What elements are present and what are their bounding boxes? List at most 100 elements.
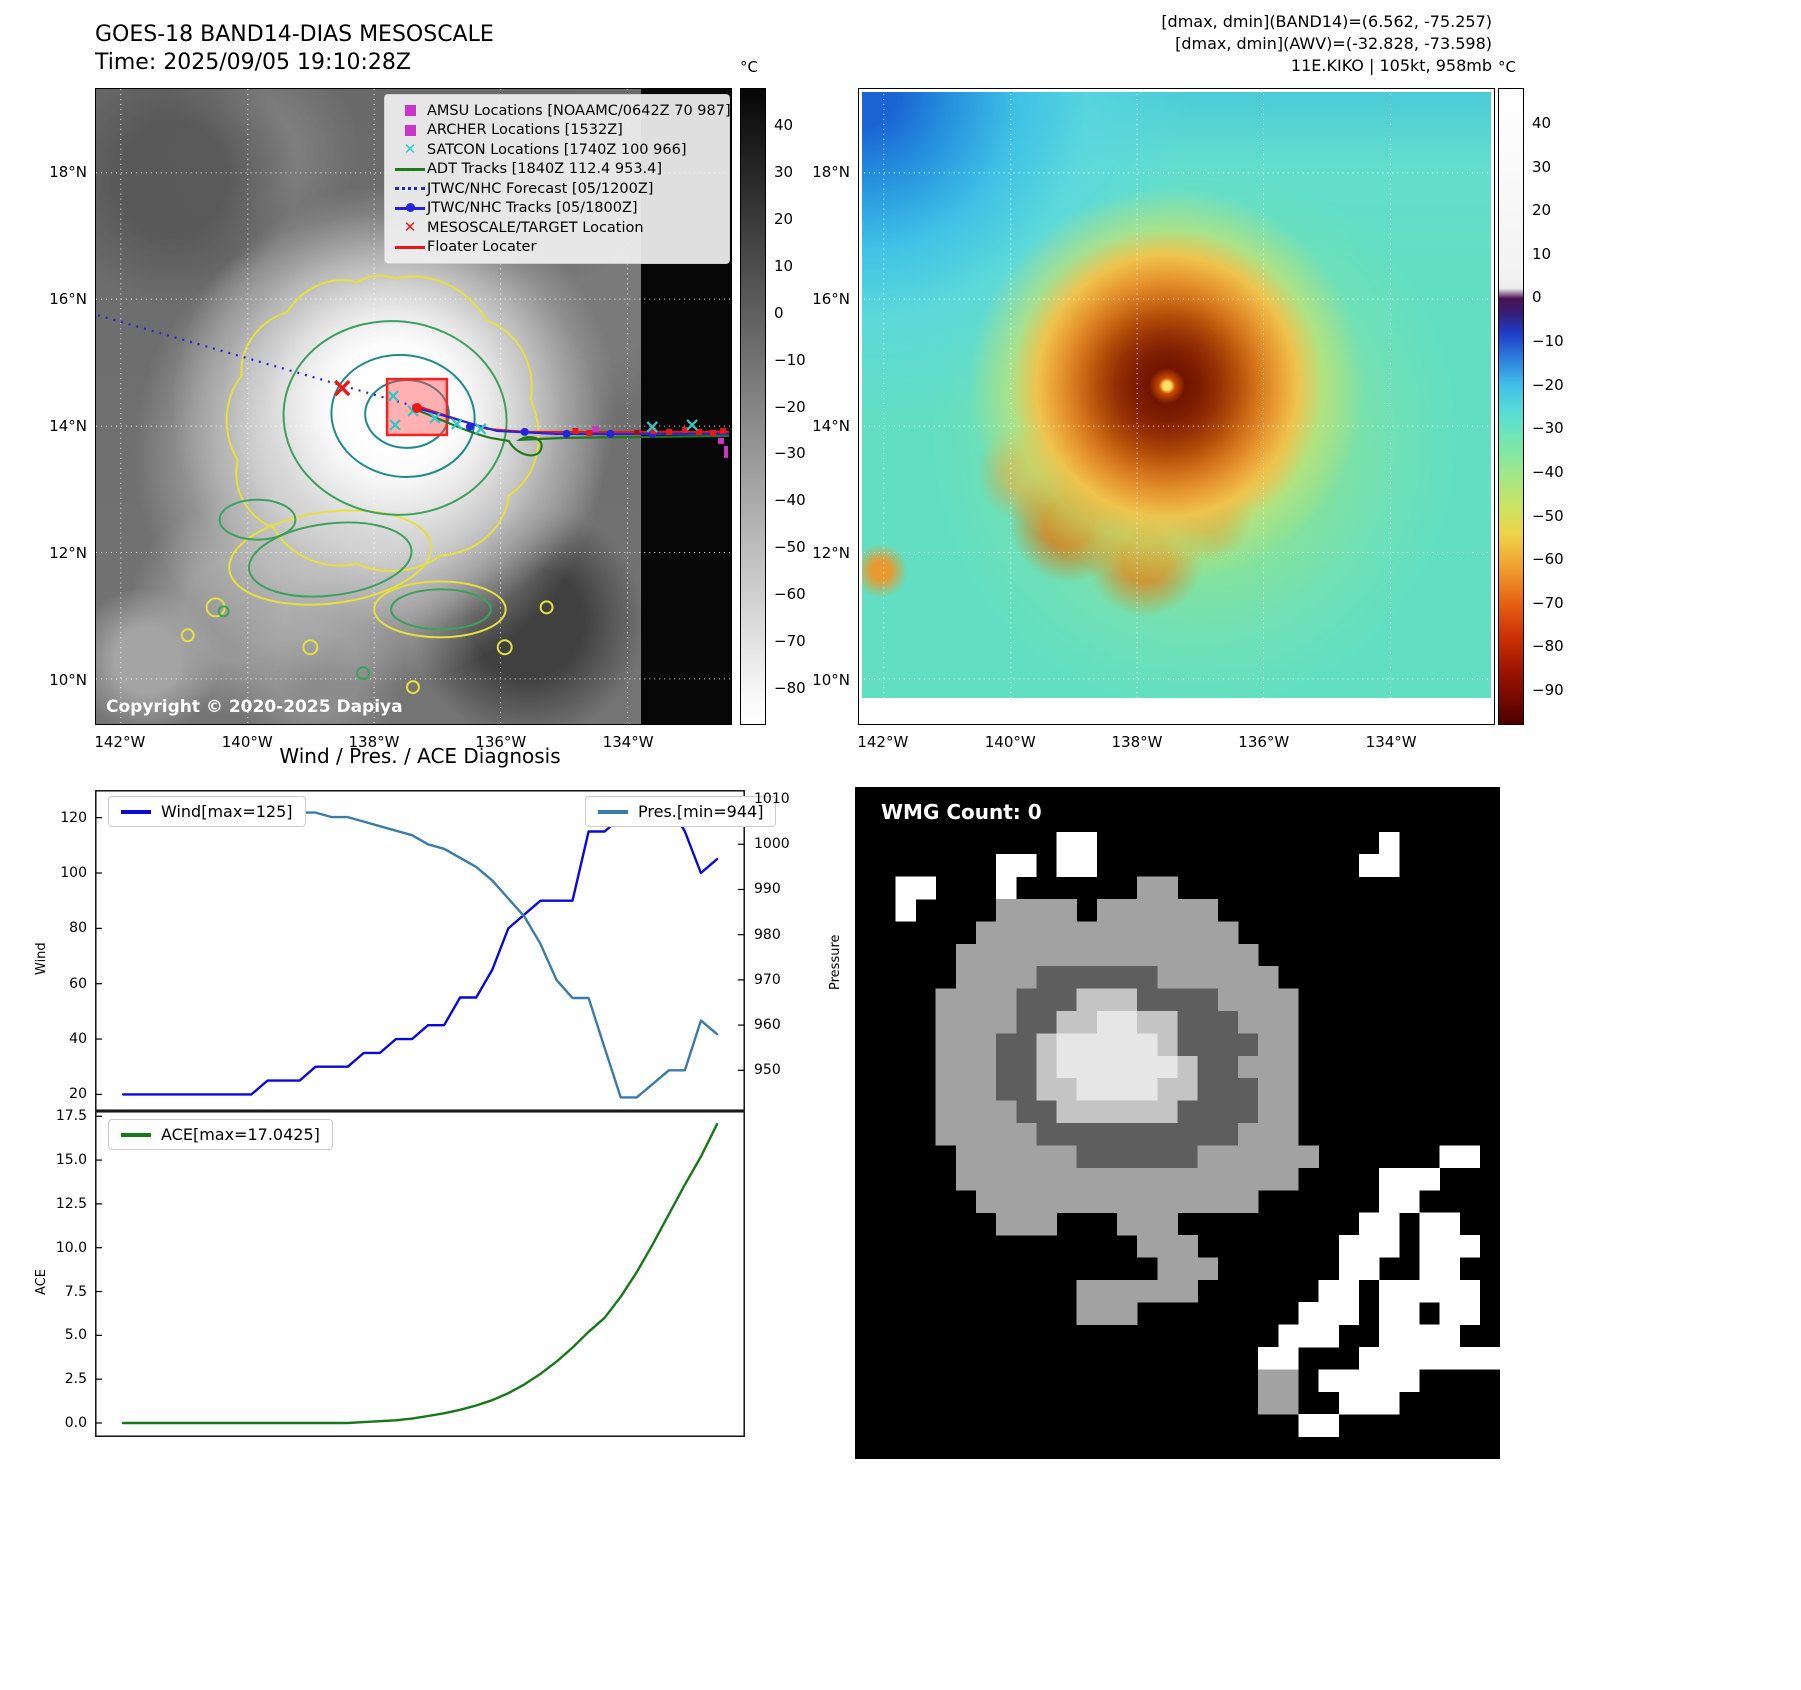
- wmg-cell: [1096, 943, 1118, 967]
- plot-frame: [95, 790, 745, 1111]
- wmg-cell: [935, 1123, 957, 1146]
- wmg-cell: [1137, 1033, 1158, 1057]
- wmg-cell: [975, 988, 997, 1012]
- wmg-cell: [1076, 943, 1098, 967]
- band14-colorbar-tick: −10: [774, 350, 806, 369]
- wmg-cell: [1358, 1257, 1380, 1281]
- wmg-cell: [1076, 1078, 1098, 1101]
- wmg-cell: [1117, 1123, 1138, 1146]
- wmg-cell: [935, 1011, 957, 1034]
- wmg-cell: [1237, 1190, 1259, 1213]
- dotted-marker: [393, 187, 427, 191]
- legend-item-label: ARCHER Locations [1532Z]: [427, 122, 623, 139]
- wmg-cell: [1258, 1033, 1279, 1057]
- wmg-cell: [1197, 1190, 1219, 1213]
- wmg-cell: [1338, 1257, 1360, 1281]
- y-tick-left: 40: [69, 1031, 87, 1048]
- wmg-cell: [1237, 1100, 1259, 1124]
- wmg-cell: [1439, 1347, 1460, 1370]
- wmg-cell: [1036, 1033, 1057, 1057]
- left-map-lat-tick: 10°N: [49, 670, 87, 689]
- wmg-cell: [1278, 1033, 1299, 1057]
- wmg-cell: [1157, 1145, 1178, 1169]
- wmg-cell: [1258, 1055, 1279, 1079]
- wmg-cell: [996, 1100, 1017, 1124]
- wmg-cell: [1237, 988, 1259, 1012]
- wmg-cell: [1076, 1145, 1098, 1169]
- wmg-cell: [1217, 966, 1239, 989]
- ace-legend-label: ACE[max=17.0425]: [161, 1125, 320, 1144]
- wmg-cell: [1318, 1414, 1340, 1437]
- wmg-cell: [1117, 1078, 1138, 1101]
- wmg-cell: [996, 988, 1017, 1012]
- wmg-cell: [1076, 831, 1098, 855]
- wmg-cell: [1096, 1145, 1118, 1169]
- wmg-cell: [1258, 1391, 1279, 1415]
- wmg-cell: [1117, 1167, 1138, 1191]
- wmg-cell: [1157, 899, 1178, 922]
- wmg-cell: [1479, 1347, 1501, 1370]
- wmg-cell: [1217, 1123, 1239, 1146]
- left-map-annotations: [97, 274, 730, 695]
- awv-colorbar-tick: −10: [1532, 332, 1564, 351]
- wmg-cell: [1056, 1033, 1078, 1057]
- wmg-cell: [996, 1145, 1017, 1169]
- wmg-cell: [1237, 1123, 1259, 1146]
- wmg-cell: [1096, 1190, 1118, 1213]
- wmg-cell: [1016, 1078, 1037, 1101]
- wmg-cell: [1096, 1033, 1118, 1057]
- marker-line: [395, 187, 425, 191]
- wmg-cell: [1439, 1145, 1460, 1169]
- wmg-cell: [1358, 1347, 1380, 1370]
- wmg-cell: [1117, 1145, 1138, 1169]
- legend-item-label: Floater Locater: [427, 239, 537, 256]
- wmg-cell: [1056, 1100, 1078, 1124]
- right-map-lon-tick: 134°W: [1365, 733, 1417, 751]
- wmg-cell: [1076, 1100, 1098, 1124]
- awv-colorbar-tick: 20: [1532, 201, 1552, 220]
- y-tick-left: 120: [60, 809, 87, 826]
- band14-colorbar-tick: 0: [774, 303, 784, 322]
- wmg-cell: [1056, 1190, 1078, 1213]
- wmg-cell: [1036, 1190, 1057, 1213]
- wmg-cell: [935, 1055, 957, 1079]
- wmg-cell: [1117, 966, 1138, 989]
- wmg-cell: [1137, 943, 1158, 967]
- line-dot-marker: [393, 203, 427, 213]
- wmg-cell: [1096, 1167, 1118, 1191]
- wmg-cell: [1056, 1123, 1078, 1146]
- band14-colorbar-tick: 20: [774, 210, 794, 229]
- wmg-cell: [1379, 1347, 1400, 1370]
- left-map-lat-tick: 12°N: [49, 544, 87, 562]
- wmg-cell: [975, 1100, 997, 1124]
- wmg-cell: [1358, 1212, 1380, 1236]
- wmg-cell: [975, 1145, 997, 1169]
- y-tick-left: 7.5: [64, 1283, 87, 1300]
- wmg-cell: [1117, 1212, 1138, 1236]
- awv-colorbar-tick: −80: [1532, 637, 1564, 656]
- wmg-cell: [935, 988, 957, 1012]
- wmg-cell: [1318, 1369, 1340, 1393]
- right-map-lat-tick: 14°N: [812, 417, 850, 436]
- wmg-cell: [1036, 1011, 1057, 1034]
- legend-item-label: MESOSCALE/TARGET Location: [427, 219, 644, 236]
- wmg-cell: [1096, 921, 1118, 945]
- left-map-legend: AMSU Locations [NOAAMC/0642Z 70 987] ARCH…: [384, 94, 731, 264]
- wmg-cell: [1157, 943, 1178, 967]
- wmg-cell: [1056, 988, 1078, 1012]
- wmg-cell: [1036, 1167, 1057, 1191]
- wmg-cell: [1016, 1055, 1037, 1079]
- wmg-cell: [935, 1033, 957, 1057]
- wmg-cell: [975, 1011, 997, 1034]
- legend-item-label: SATCON Locations [1740Z 100 966]: [427, 141, 687, 158]
- wmg-cell: [1399, 1279, 1420, 1303]
- band14-colorbar-tick: −70: [774, 631, 806, 650]
- wmg-cell: [1016, 1212, 1037, 1236]
- awv-color-satellite-image: [862, 92, 1491, 698]
- marker-dot: [406, 203, 415, 213]
- wmg-cell: [975, 1055, 997, 1079]
- wmg-cell: [1157, 1212, 1178, 1236]
- wmg-cell: [1379, 1324, 1400, 1348]
- wmg-cell: [975, 1167, 997, 1191]
- y-tick-right: 1010: [754, 791, 790, 808]
